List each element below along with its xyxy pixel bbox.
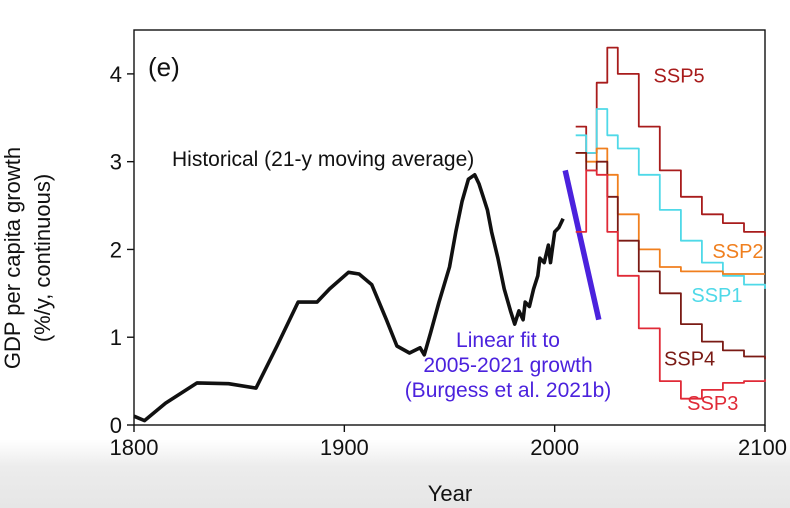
y-tick-label-1: 1 [110, 325, 122, 350]
label-ssp3: SSP3 [687, 393, 738, 415]
axes: 0 1 2 3 4 [110, 29, 766, 438]
plot-frame [133, 29, 766, 426]
y-tick-label-4: 4 [110, 62, 122, 87]
series-ssp5 [575, 46, 766, 237]
y-tick-label-0: 0 [110, 413, 122, 438]
labels-layer: (e) SSP5 SSP2 SSP1 SSP4 SSP3 Historical (21-y … [148, 52, 764, 415]
x-tick-label-2000: 2000 [530, 435, 579, 460]
bottom-shade [0, 440, 790, 508]
x-tick-labels: 1800 1900 2000 2100 [110, 435, 787, 460]
annotation-fit-line1: Linear fit to [456, 329, 560, 352]
y-axis-label-line2: (%/y, continuous) [30, 174, 55, 342]
series-ssp4 [575, 152, 766, 360]
x-tick-label-1900: 1900 [320, 435, 369, 460]
label-ssp5: SSP5 [654, 66, 705, 88]
label-ssp4: SSP4 [664, 348, 715, 370]
label-ssp1: SSP1 [691, 285, 742, 307]
annotation-fit-line3: (Burgess et al. 2021b) [405, 379, 612, 402]
y-tick-label-3: 3 [110, 150, 122, 175]
series-ssp1 [575, 108, 766, 289]
series-linear-fit [562, 169, 602, 321]
panel-label: (e) [148, 52, 180, 82]
label-ssp2: SSP2 [712, 241, 763, 263]
x-tick-label-1800: 1800 [110, 435, 159, 460]
x-axis-label: Year [428, 481, 472, 506]
series-historical [133, 173, 565, 423]
annotation-fit-line2: 2005-2021 growth [423, 354, 592, 377]
series-layer [133, 46, 766, 423]
y-tick-label-2: 2 [110, 237, 122, 262]
series-ssp3 [575, 169, 766, 400]
series-ssp2 [575, 147, 765, 275]
x-tick-label-2100: 2100 [738, 435, 787, 460]
y-axis-label-line1: GDP per capita growth [0, 147, 25, 369]
annotation-historical: Historical (21-y moving average) [172, 148, 474, 171]
